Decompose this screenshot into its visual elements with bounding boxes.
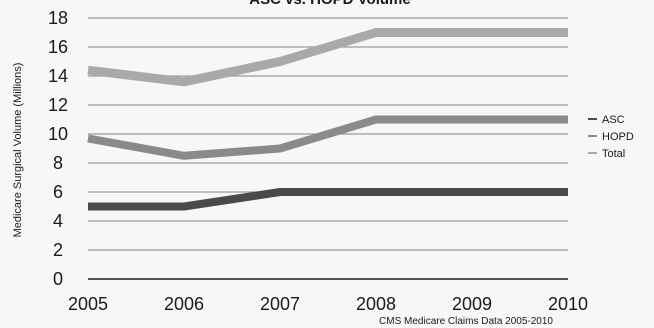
y-tick-label: 14 [48, 66, 68, 86]
y-tick-label: 8 [53, 153, 63, 173]
series-line-total [87, 28, 568, 87]
series-lines [87, 28, 568, 211]
y-axis-label: Medicare Surgical Volume (Millions) [12, 63, 24, 238]
x-tick-label: 2005 [68, 294, 108, 314]
y-tick-labels: 0 2 4 6 8 10 12 14 16 18 [48, 8, 68, 289]
series-line-hopd [87, 115, 568, 160]
y-tick-label: 12 [48, 95, 68, 115]
y-tick-label: 18 [48, 8, 68, 28]
series-line-asc [88, 188, 568, 211]
y-tick-label: 6 [53, 182, 63, 202]
legend-label: HOPD [602, 131, 634, 143]
x-tick-label: 2008 [356, 294, 396, 314]
y-tick-label: 10 [48, 124, 68, 144]
y-tick-label: 2 [53, 240, 63, 260]
y-tick-label: 16 [48, 37, 68, 57]
x-tick-labels: 2005 2006 2007 2008 2009 2010 [68, 294, 588, 314]
x-tick-label: 2009 [452, 294, 492, 314]
chart-title: ASC vs. HOPD Volume [249, 0, 410, 8]
legend-label: Total [602, 148, 625, 160]
legend-label: ASC [602, 114, 625, 126]
y-tick-label: 0 [53, 269, 63, 289]
x-tick-label: 2006 [164, 294, 204, 314]
x-tick-label: 2010 [548, 294, 588, 314]
legend: ASC HOPD Total [588, 114, 634, 160]
y-tick-label: 4 [53, 211, 63, 231]
source-note: CMS Medicare Claims Data 2005-2010 [379, 316, 553, 327]
x-tick-label: 2007 [260, 294, 300, 314]
